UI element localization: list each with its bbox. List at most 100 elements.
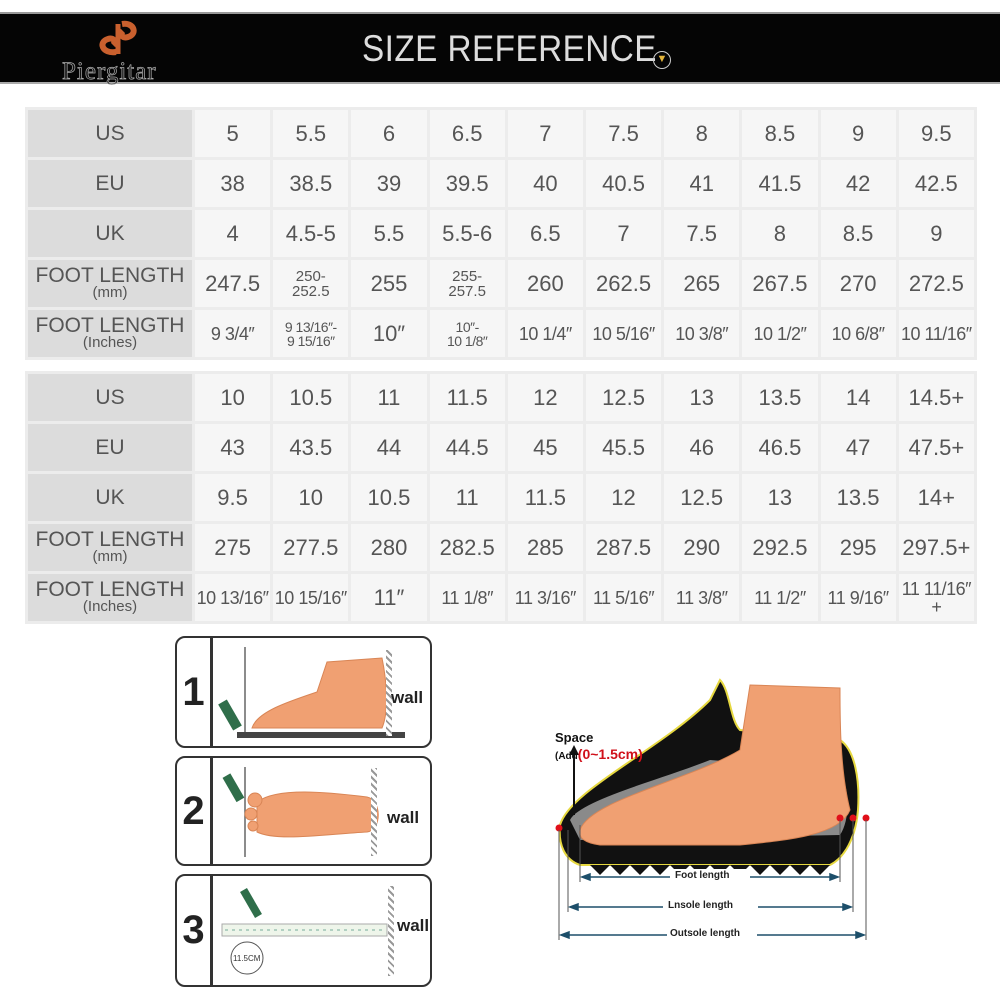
size-cell: 9	[895, 207, 978, 260]
size-cell: 5.5	[348, 207, 430, 260]
size-cell: 5.5	[270, 107, 352, 160]
size-cell: 40	[504, 157, 586, 210]
table-row: UK 9.5 10 10.5 11 11.5 12 12.5 13 13.5 14+	[25, 471, 978, 524]
size-cell: 280	[348, 521, 430, 574]
size-cell: 255- 257.5	[426, 257, 508, 310]
shoe-length-diagram: Space (Add(0~1.5cm) Foot length Lnsole l…	[540, 660, 885, 950]
row-label: UK	[25, 471, 195, 524]
size-cell: 42.5	[895, 157, 978, 210]
step-2-panel: 2 wall	[175, 756, 432, 866]
table-row: EU 38 38.5 39 39.5 40 40.5 41 41.5 42 42.5	[25, 157, 978, 210]
size-cell: 277.5	[270, 521, 352, 574]
size-cell: 12	[504, 371, 586, 424]
size-cell: 47.5+	[895, 421, 978, 474]
size-cell: 11	[348, 371, 430, 424]
size-cell: 260	[504, 257, 586, 310]
size-cell: 46.5	[739, 421, 821, 474]
table-row: US 10 10.5 11 11.5 12 12.5 13 13.5 14 14.5+	[25, 371, 978, 424]
row-label-unit: (mm)	[92, 548, 128, 566]
size-cell: 10	[270, 471, 352, 524]
shoe-illustration	[555, 678, 870, 943]
size-cell: 8	[661, 107, 743, 160]
size-cell: 11″	[348, 571, 430, 624]
size-cell: 14+	[895, 471, 978, 524]
size-cell: 7.5	[661, 207, 743, 260]
size-cell: 11.5	[426, 371, 508, 424]
size-cell: 13	[739, 471, 821, 524]
size-cell: 8	[739, 207, 821, 260]
size-cell: 45	[504, 421, 586, 474]
wall-label: wall	[387, 808, 420, 827]
size-cell: 7	[582, 207, 665, 260]
chevron-down-circle-icon: ▼	[653, 51, 671, 69]
size-cell: 11 1/2″	[739, 571, 821, 624]
step-1-panel: 1 wall	[175, 636, 432, 748]
table-row: FOOT LENGTH (mm) 247.5 250- 252.5 255 255- 25…	[25, 257, 978, 310]
size-cell: 10 5/16″	[582, 307, 665, 360]
size-cell: 7	[504, 107, 586, 160]
size-cell: 13	[661, 371, 743, 424]
size-cell: 247.5	[191, 257, 274, 310]
size-cell: 11 3/16″	[504, 571, 586, 624]
row-label-unit: (Inches)	[82, 334, 138, 352]
brand-logo-icon	[99, 20, 137, 56]
table-row: EU 43 43.5 44 44.5 45 45.5 46 46.5 47 47.5+	[25, 421, 978, 474]
size-cell: 10 13/16″	[191, 571, 274, 624]
table-row: FOOT LENGTH (Inches) 9 3/4″ 9 13/16″- 9 15/…	[25, 307, 978, 360]
size-cell: 275	[191, 521, 274, 574]
size-cell: 272.5	[895, 257, 978, 310]
size-cell: 290	[661, 521, 743, 574]
row-label: US	[25, 371, 195, 424]
size-cell: 10 15/16″	[270, 571, 352, 624]
size-cell: 38.5	[270, 157, 352, 210]
row-label: EU	[25, 157, 195, 210]
size-cell: 11 1/8″	[426, 571, 508, 624]
size-cell: 250- 252.5	[270, 257, 352, 310]
row-label: FOOT LENGTH (Inches)	[25, 571, 195, 624]
brand-name: Piergitar	[62, 58, 157, 86]
size-table-2: US 10 10.5 11 11.5 12 12.5 13 13.5 14 14.5+ EU 43 43.…	[25, 371, 978, 624]
size-cell: 10″	[348, 307, 430, 360]
measure-label: 11.5CM	[233, 954, 261, 963]
size-cell: 10 1/4″	[504, 307, 586, 360]
size-cell: 14.5+	[895, 371, 978, 424]
size-cell: 255	[348, 257, 430, 310]
table-row: FOOT LENGTH (mm) 275 277.5 280 282.5 285 287.5 2…	[25, 521, 978, 574]
size-cell: 13.5	[817, 471, 899, 524]
row-label: FOOT LENGTH (Inches)	[25, 307, 195, 360]
size-cell: 295	[817, 521, 899, 574]
step-number: 1	[177, 638, 213, 746]
size-cell: 10″- 10 1/8″	[426, 307, 508, 360]
size-cell: 292.5	[739, 521, 821, 574]
size-cell: 10 3/8″	[661, 307, 743, 360]
row-label-unit: (Inches)	[82, 598, 138, 616]
row-label-text: FOOT LENGTH	[35, 264, 185, 288]
foot-top-illustration	[222, 767, 379, 857]
size-cell: 47	[817, 421, 899, 474]
step-3-panel: 3 11.5CM wall	[175, 874, 432, 987]
size-table-1: US 5 5.5 6 6.5 7 7.5 8 8.5 9 9.5 EU 38 38.5 39 39.5 40 40…	[25, 107, 978, 360]
row-label-text: EU	[95, 435, 125, 459]
space-label: Space	[555, 730, 594, 745]
size-cell: 5.5-6	[426, 207, 508, 260]
size-cell: 39	[348, 157, 430, 210]
size-cell: 270	[817, 257, 899, 310]
size-cell: 8.5	[739, 107, 821, 160]
wall-label: wall	[391, 688, 424, 707]
size-cell: 6	[348, 107, 430, 160]
foot-length-label: Foot length	[675, 870, 730, 881]
size-cell: 11.5	[504, 471, 586, 524]
table-row: US 5 5.5 6 6.5 7 7.5 8 8.5 9 9.5	[25, 107, 978, 160]
row-label-text: UK	[95, 485, 125, 509]
size-cell: 11 5/16″	[582, 571, 665, 624]
row-label-text: UK	[95, 221, 125, 245]
size-cell: 262.5	[582, 257, 665, 310]
row-label: FOOT LENGTH (mm)	[25, 521, 195, 574]
row-label: FOOT LENGTH (mm)	[25, 257, 195, 310]
size-cell: 10 1/2″	[739, 307, 821, 360]
size-cell: 9 13/16″- 9 15/16″	[270, 307, 352, 360]
size-cell: 9 3/4″	[191, 307, 274, 360]
size-cell: 11 9/16″	[817, 571, 899, 624]
size-cell: 41.5	[739, 157, 821, 210]
size-cell: 285	[504, 521, 586, 574]
